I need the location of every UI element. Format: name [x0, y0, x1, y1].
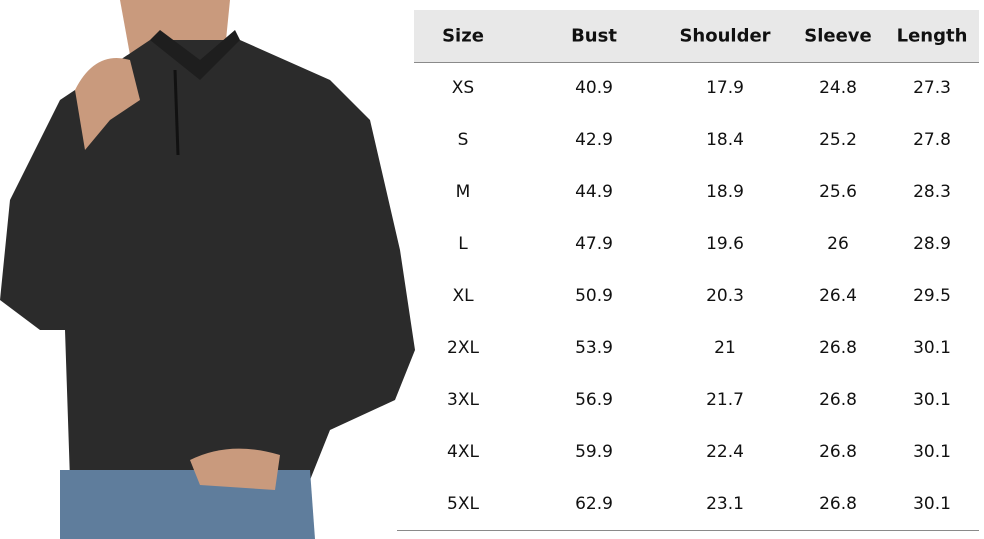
column-header-sleeve: Sleeve	[804, 25, 872, 47]
sweater-model-icon	[0, 0, 415, 539]
cell-sleeve: 26.8	[819, 442, 857, 462]
cell-size: XS	[451, 78, 475, 98]
column-header-shoulder: Shoulder	[679, 25, 771, 47]
cell-size: M	[455, 182, 471, 202]
cell-size: 3XL	[447, 390, 479, 410]
cell-sleeve: 25.2	[819, 130, 857, 150]
cell-sleeve: 26.8	[819, 390, 857, 410]
cell-bust: 40.9	[575, 78, 613, 98]
cell-shoulder: 17.9	[706, 78, 744, 98]
cell-shoulder: 18.4	[706, 130, 744, 150]
cell-shoulder: 21.7	[706, 390, 744, 410]
table-bottom-divider	[397, 530, 979, 531]
cell-length: 27.8	[913, 130, 951, 150]
cell-sleeve: 24.8	[819, 78, 857, 98]
cell-length: 30.1	[913, 494, 951, 514]
cell-length: 30.1	[913, 442, 951, 462]
cell-bust: 47.9	[575, 234, 613, 254]
cell-bust: 50.9	[575, 286, 613, 306]
table-header-background	[414, 10, 979, 63]
cell-shoulder: 18.9	[706, 182, 744, 202]
cell-length: 27.3	[913, 78, 951, 98]
cell-bust: 44.9	[575, 182, 613, 202]
cell-length: 29.5	[913, 286, 951, 306]
cell-sleeve: 26.4	[819, 286, 857, 306]
column-header-size: Size	[442, 25, 484, 47]
cell-shoulder: 21	[714, 338, 736, 358]
cell-sleeve: 26	[827, 234, 849, 254]
cell-shoulder: 20.3	[706, 286, 744, 306]
cell-size: 2XL	[447, 338, 479, 358]
cell-size: L	[458, 234, 468, 254]
cell-shoulder: 23.1	[706, 494, 744, 514]
cell-bust: 59.9	[575, 442, 613, 462]
cell-bust: 62.9	[575, 494, 613, 514]
cell-size: 5XL	[447, 494, 479, 514]
cell-size: 4XL	[447, 442, 479, 462]
cell-bust: 56.9	[575, 390, 613, 410]
cell-sleeve: 25.6	[819, 182, 857, 202]
cell-bust: 53.9	[575, 338, 613, 358]
cell-shoulder: 22.4	[706, 442, 744, 462]
cell-shoulder: 19.6	[706, 234, 744, 254]
product-photo	[0, 0, 415, 539]
cell-length: 30.1	[913, 338, 951, 358]
cell-bust: 42.9	[575, 130, 613, 150]
cell-length: 30.1	[913, 390, 951, 410]
cell-sleeve: 26.8	[819, 494, 857, 514]
cell-size: XL	[452, 286, 474, 306]
column-header-length: Length	[896, 25, 968, 47]
cell-length: 28.3	[913, 182, 951, 202]
column-header-bust: Bust	[571, 25, 617, 47]
cell-length: 28.9	[913, 234, 951, 254]
cell-size: S	[457, 130, 469, 150]
cell-sleeve: 26.8	[819, 338, 857, 358]
